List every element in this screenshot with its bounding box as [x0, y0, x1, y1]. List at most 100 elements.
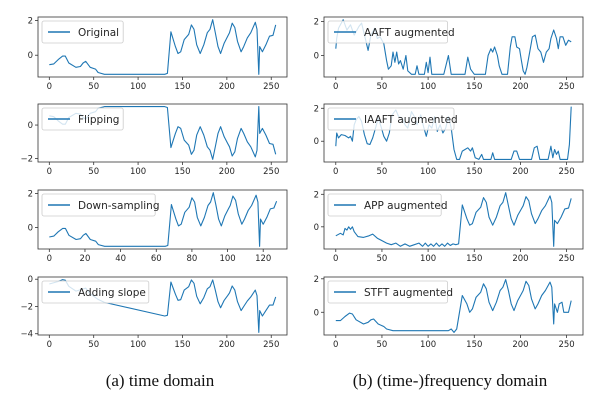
x-tick-label: 0 — [47, 167, 52, 177]
x-tick-label: 200 — [512, 167, 528, 177]
x-tick-label: 0 — [47, 340, 52, 350]
x-tick-label: 100 — [420, 82, 436, 92]
legend: IAAFT augmented — [327, 107, 458, 131]
series-line — [335, 192, 572, 247]
x-tick-label: 150 — [174, 82, 190, 92]
legend-label: Flipping — [78, 114, 119, 126]
x-tick-label: 150 — [466, 254, 482, 264]
x-tick-label: 250 — [558, 340, 574, 350]
legend-box — [41, 280, 150, 304]
y-tick-label: 2 — [28, 17, 33, 27]
x-tick-label: 50 — [377, 82, 388, 92]
series-line — [335, 279, 572, 333]
x-tick-label: 200 — [219, 340, 235, 350]
y-tick-label: 0 — [28, 275, 33, 285]
legend: Adding slope — [41, 280, 150, 304]
x-tick-label: 0 — [333, 82, 338, 92]
y-tick-label: 2 — [314, 275, 319, 285]
x-tick-label: 50 — [88, 167, 99, 177]
y-tick-label: 0 — [314, 223, 319, 233]
series-line — [49, 19, 277, 75]
y-tick-label: 2 — [314, 190, 319, 200]
subplot-adding-slope: Adding slope 0 50 100 150 200 250 −4 −2 0 — [20, 275, 288, 350]
subplot-app-augmented: APP augmented 0 50 100 150 200 250 0 2 — [314, 189, 584, 264]
x-tick-label: 100 — [420, 254, 436, 264]
x-tick-label: 20 — [80, 254, 91, 264]
subplot-original: Original 0 50 100 150 200 250 0 2 — [28, 17, 288, 92]
x-tick-label: 200 — [512, 254, 528, 264]
x-tick-label: 250 — [558, 82, 574, 92]
legend-box — [327, 193, 442, 217]
axes-frame — [323, 16, 584, 78]
x-tick-label: 0 — [333, 167, 338, 177]
subplot-aaft-augmented: AAFT augmented 0 50 100 150 200 250 0 2 — [314, 16, 584, 92]
x-tick-label: 250 — [263, 82, 279, 92]
legend-label: IAAFT augmented — [364, 114, 458, 126]
x-tick-label: 50 — [88, 340, 99, 350]
y-tick-label: 0 — [28, 51, 33, 61]
x-tick-label: 100 — [420, 340, 436, 350]
axes-frame — [323, 276, 584, 336]
axes-frame — [37, 103, 288, 163]
x-tick-label: 200 — [219, 167, 235, 177]
x-tick-label: 100 — [130, 82, 146, 92]
axes-frame — [323, 103, 584, 163]
x-tick-label: 50 — [377, 340, 388, 350]
series-line — [49, 192, 278, 247]
legend-box — [327, 280, 448, 304]
x-tick-label: 100 — [130, 167, 146, 177]
legend-box — [41, 193, 156, 217]
x-tick-label: 150 — [466, 340, 482, 350]
x-tick-label: 50 — [377, 167, 388, 177]
x-tick-label: 200 — [219, 82, 235, 92]
y-tick-label: 2 — [314, 17, 319, 27]
x-tick-label: 150 — [174, 340, 190, 350]
legend: Original — [41, 20, 124, 44]
legend: Flipping — [41, 107, 124, 131]
legend-box — [41, 20, 124, 44]
x-tick-label: 150 — [466, 167, 482, 177]
caption-time-domain: (a) time domain — [106, 371, 215, 390]
x-tick-label: 100 — [219, 254, 235, 264]
x-tick-label: 50 — [88, 82, 99, 92]
legend-label: Down-sampling — [78, 200, 160, 212]
x-tick-label: 150 — [466, 82, 482, 92]
legend: AAFT augmented — [327, 20, 455, 44]
legend: STFT augmented — [327, 280, 453, 304]
subplot-down-sampling: Down-sampling 0 20 40 60 80 100 120 0 2 — [28, 189, 288, 264]
x-tick-label: 100 — [420, 167, 436, 177]
y-tick-label: −2 — [20, 302, 33, 312]
y-tick-label: 0 — [314, 137, 319, 147]
x-tick-label: 150 — [174, 167, 190, 177]
legend-box — [327, 107, 455, 131]
subplot-iaaft-augmented: IAAFT augmented 0 50 100 150 200 250 0 2 — [314, 103, 584, 177]
legend: APP augmented — [327, 193, 448, 217]
legend-box — [41, 107, 124, 131]
axes-frame — [37, 189, 288, 250]
x-tick-label: 200 — [512, 82, 528, 92]
x-tick-label: 50 — [377, 254, 388, 264]
y-tick-label: 0 — [28, 224, 33, 234]
legend-label: APP augmented — [364, 200, 448, 212]
legend-label: Original — [78, 27, 119, 39]
caption-frequency-domain: (b) (time-)frequency domain — [353, 371, 548, 390]
axes-frame — [323, 189, 584, 250]
x-tick-label: 0 — [333, 340, 338, 350]
x-tick-label: 100 — [130, 340, 146, 350]
y-tick-label: −4 — [20, 330, 33, 340]
x-tick-label: 120 — [255, 254, 271, 264]
x-tick-label: 250 — [263, 167, 279, 177]
x-tick-label: 0 — [47, 82, 52, 92]
axes-frame — [37, 276, 288, 336]
y-tick-label: 2 — [28, 190, 33, 200]
x-tick-label: 200 — [512, 340, 528, 350]
y-tick-label: 2 — [314, 104, 319, 114]
x-tick-label: 0 — [47, 254, 52, 264]
y-tick-label: −2 — [20, 155, 33, 165]
x-tick-label: 250 — [558, 254, 574, 264]
legend: Down-sampling — [41, 193, 160, 217]
y-tick-label: 0 — [28, 121, 33, 131]
y-tick-label: 0 — [314, 308, 319, 318]
